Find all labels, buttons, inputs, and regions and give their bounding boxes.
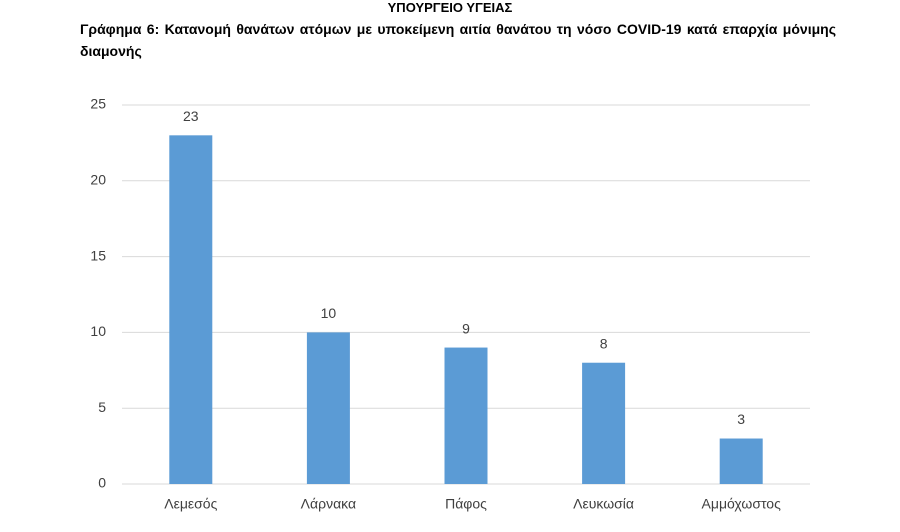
x-tick-label: Λεμεσός xyxy=(164,496,217,512)
bar xyxy=(306,332,350,484)
y-tick-label: 0 xyxy=(98,475,106,491)
value-label: 9 xyxy=(462,320,470,336)
bar xyxy=(444,347,488,484)
x-tick-label: Λευκωσία xyxy=(573,496,634,512)
bar xyxy=(582,362,626,484)
value-label: 23 xyxy=(183,108,199,124)
x-tick-label: Λάρνακα xyxy=(301,496,356,512)
value-label: 10 xyxy=(321,305,337,321)
chart-title: Γράφημα 6: Κατανομή θανάτων ατόμων με υπ… xyxy=(80,21,836,59)
y-tick-label: 5 xyxy=(98,399,106,415)
y-tick-label: 20 xyxy=(90,172,106,188)
y-tick-label: 10 xyxy=(90,323,106,339)
value-label: 8 xyxy=(600,335,608,351)
x-tick-label: Πάφος xyxy=(445,496,487,512)
y-tick-label: 25 xyxy=(90,96,106,112)
bar xyxy=(719,438,763,484)
y-tick-label: 15 xyxy=(90,247,106,263)
x-tick-label: Αμμόχωστος xyxy=(702,496,782,512)
bar xyxy=(169,135,213,484)
value-label: 3 xyxy=(737,411,745,427)
header: ΥΠΟΥΡΓΕΙΟ ΥΓΕΙΑΣ xyxy=(387,0,513,15)
